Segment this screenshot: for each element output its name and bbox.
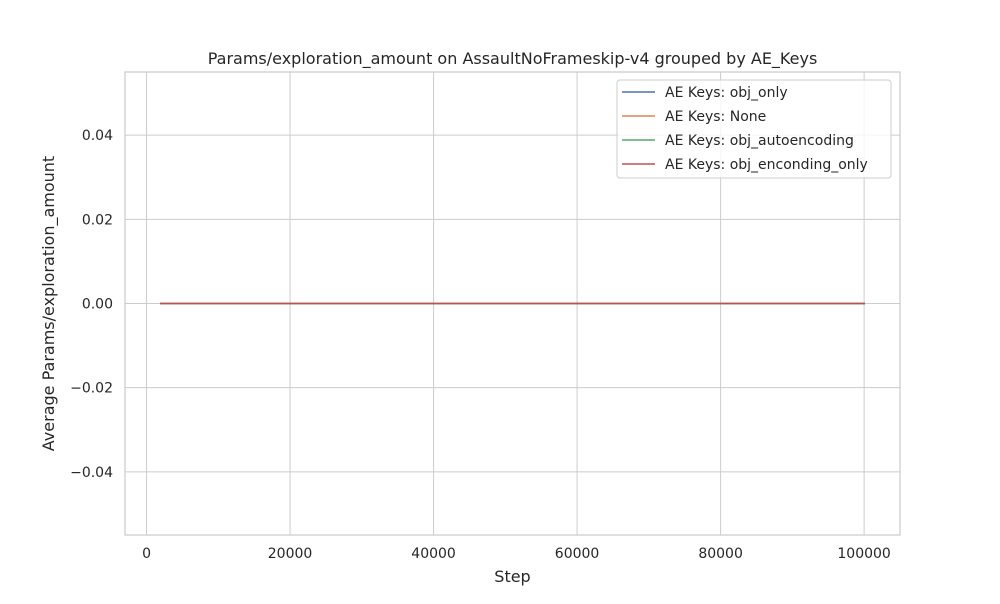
legend-label: AE Keys: None bbox=[665, 109, 766, 125]
x-tick-label: 80000 bbox=[698, 546, 743, 562]
plot-frame bbox=[124, 71, 901, 536]
y-tick-label: −0.02 bbox=[70, 381, 113, 397]
chart-title: Params/exploration_amount on AssaultNoFr… bbox=[208, 49, 818, 69]
x-tick-label: 60000 bbox=[555, 546, 600, 562]
y-tick-label: 0.04 bbox=[82, 128, 113, 144]
y-tick-label: −0.04 bbox=[70, 465, 113, 481]
x-tick-label: 20000 bbox=[268, 546, 313, 562]
legend: AE Keys: obj_only AE Keys: None AE Keys: o… bbox=[616, 79, 892, 179]
legend-label: AE Keys: obj_enconding_only bbox=[665, 157, 868, 173]
legend-label: AE Keys: obj_autoencoding bbox=[665, 133, 854, 149]
x-tick-label: 100000 bbox=[837, 546, 890, 562]
y-tick-label: 0.02 bbox=[82, 212, 113, 228]
x-tick-label: 40000 bbox=[411, 546, 456, 562]
legend-frame bbox=[616, 79, 892, 179]
x-axis-title: Step bbox=[494, 567, 530, 586]
x-tick-label: 0 bbox=[142, 546, 151, 562]
legend-label: AE Keys: obj_only bbox=[665, 85, 788, 101]
y-axis-title: Average Params/exploration_amount bbox=[39, 156, 59, 451]
x-tick-labels: 0 20000 40000 60000 80000 100000 bbox=[142, 546, 891, 562]
y-tick-label: 0.00 bbox=[82, 297, 113, 313]
y-tick-labels: −0.04 −0.02 0.00 0.02 0.04 bbox=[70, 128, 113, 481]
